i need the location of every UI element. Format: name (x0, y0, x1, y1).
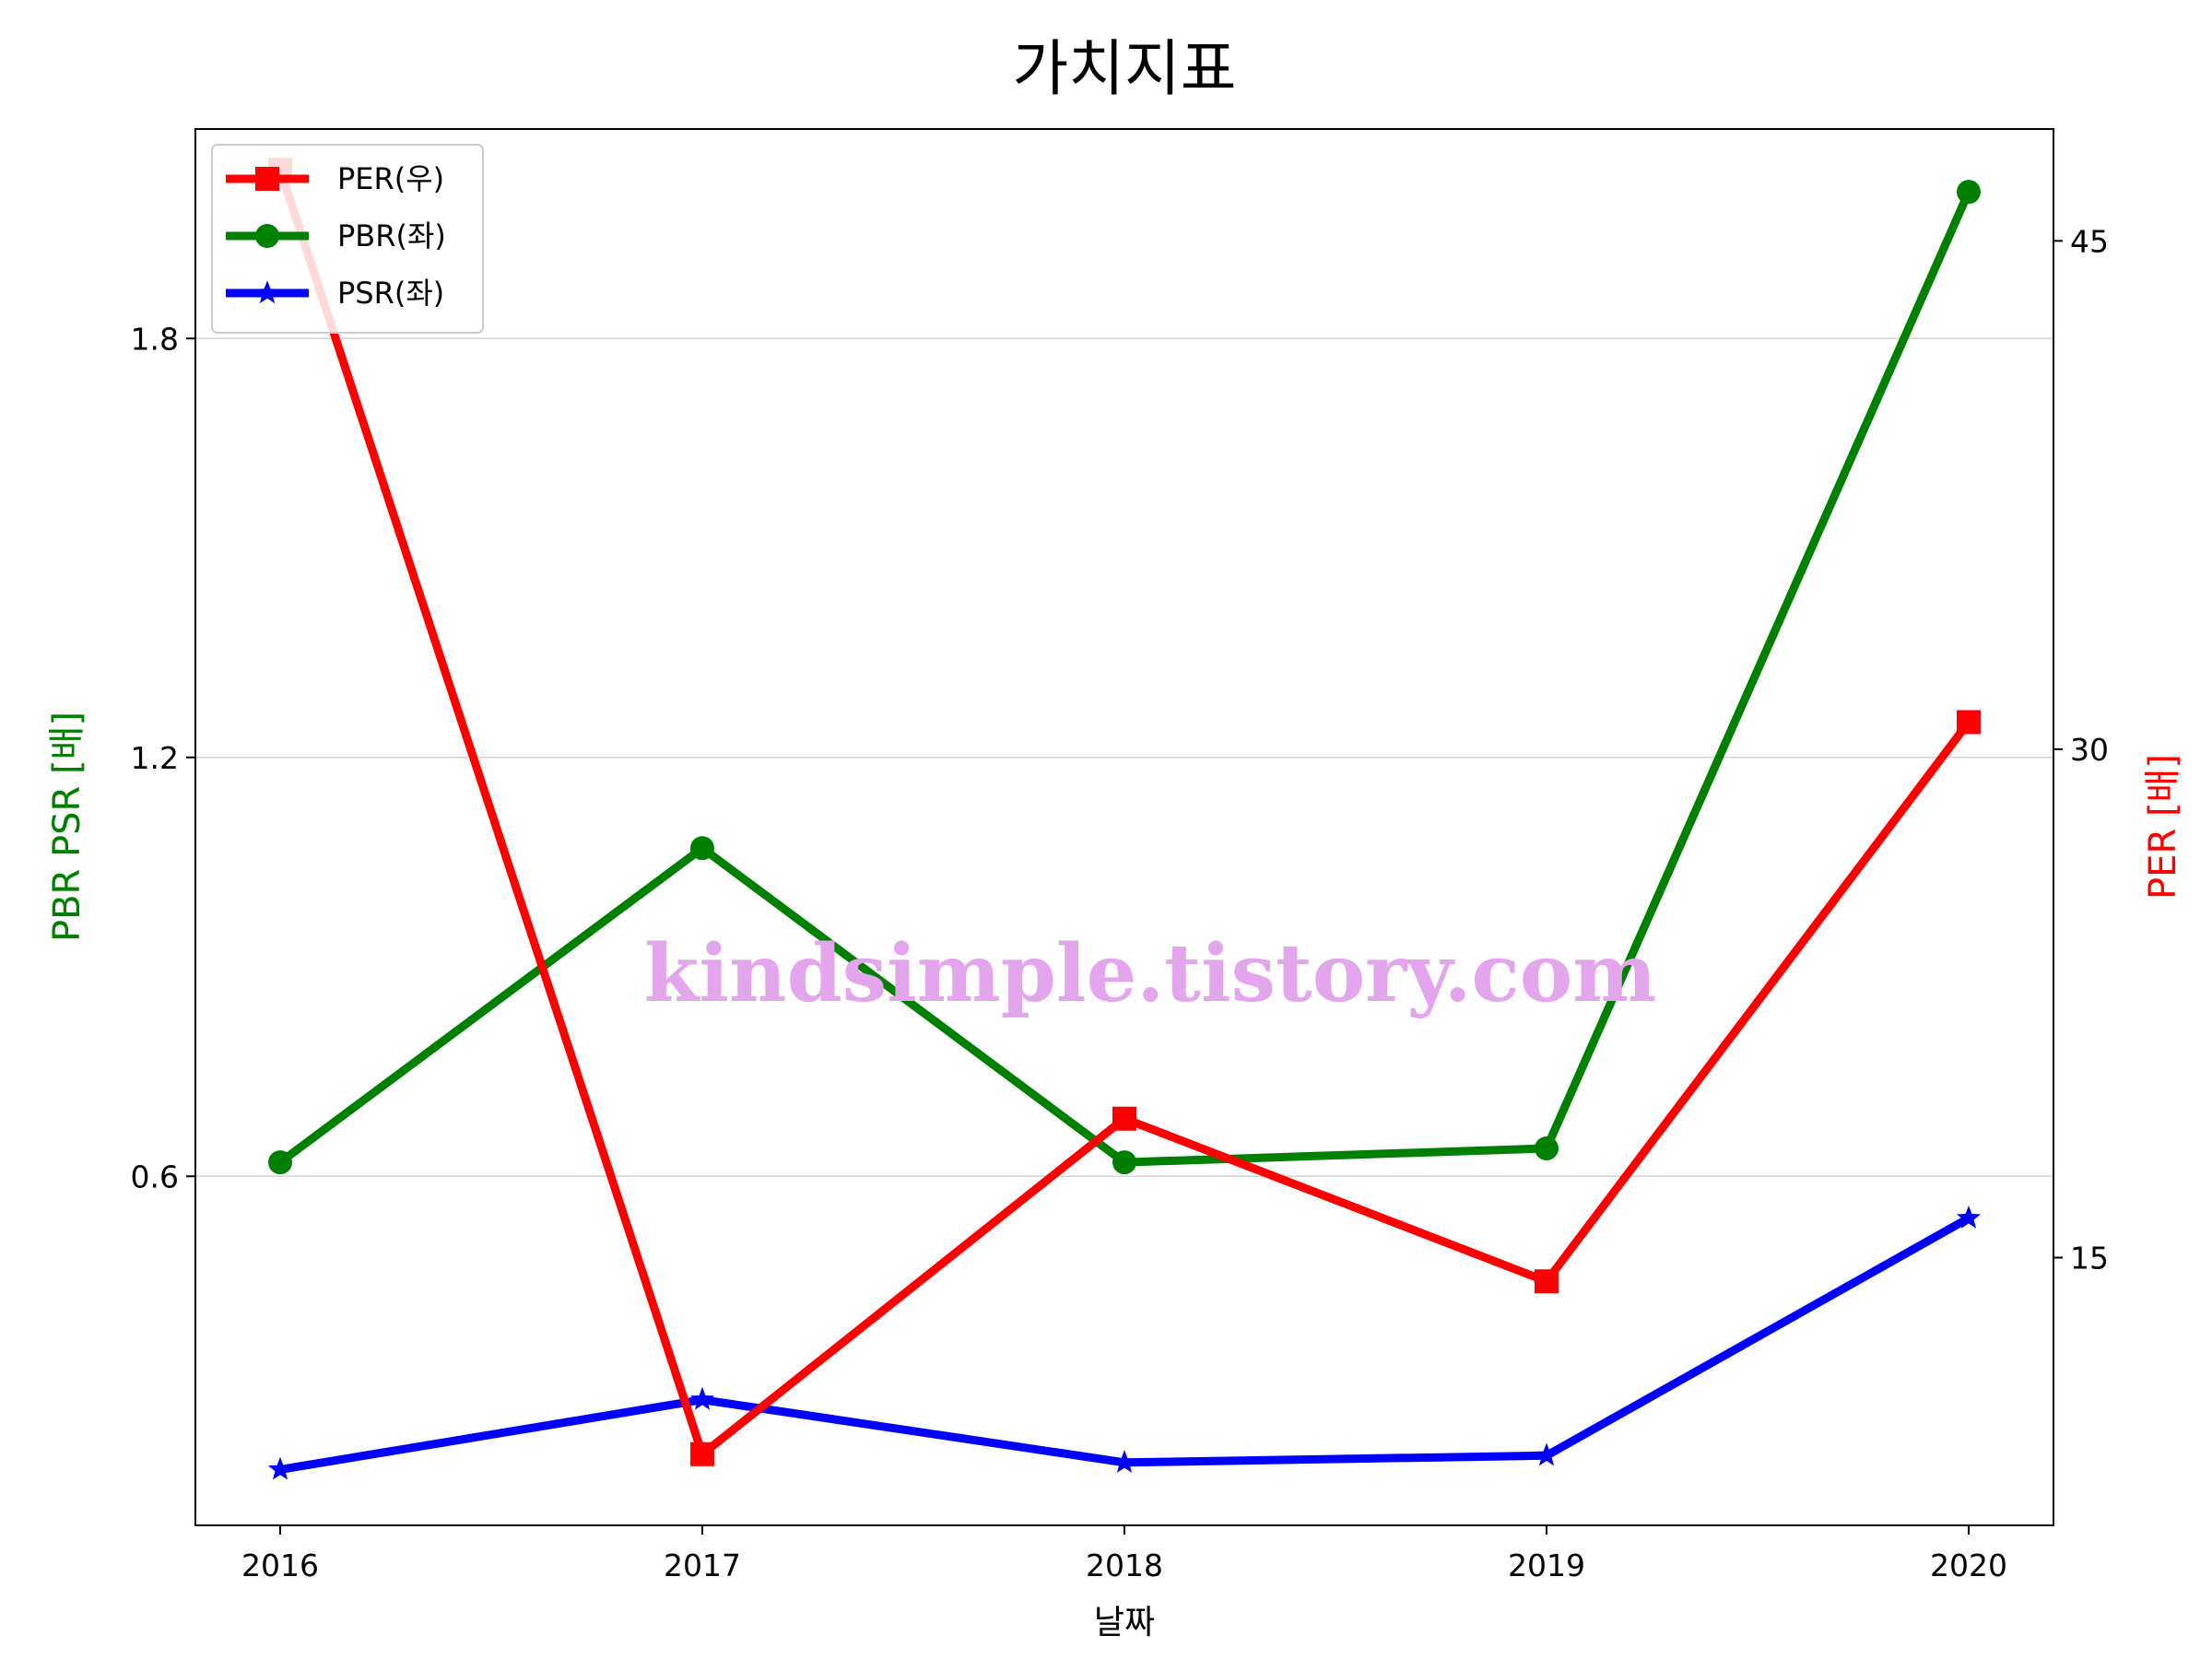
data-point (1112, 1450, 1137, 1473)
legend-marker (254, 280, 280, 304)
legend-label: PBR(좌) (337, 218, 446, 253)
gridlines (195, 337, 2053, 1177)
legend: PER(우) PBR(좌) PSR(좌) (211, 144, 484, 334)
x-tick-label: 2019 (1508, 1547, 1585, 1583)
x-axis: 2016 2017 2018 2019 2020 (241, 1525, 2007, 1583)
y-axis-right: 15 30 45 (2053, 223, 2109, 1277)
data-point (1957, 180, 1981, 205)
legend-marker (255, 167, 279, 191)
x-tick-label: 2017 (664, 1547, 741, 1583)
legend-entry: PER(우) (226, 161, 444, 196)
data-point (1534, 1442, 1559, 1466)
data-point (267, 1456, 293, 1480)
y-right-tick-label: 15 (2070, 1241, 2109, 1277)
y-right-tick-label: 30 (2070, 732, 2109, 768)
y-left-tick-label: 0.6 (131, 1159, 179, 1194)
y-axis-left-label: PBR PSR [배] (46, 712, 88, 942)
x-tick-label: 2018 (1086, 1547, 1163, 1583)
series-lines (267, 158, 1982, 1480)
data-point (1535, 1269, 1559, 1294)
series-PBR(좌) (268, 180, 1981, 1175)
y-axis-left: 0.6 1.2 1.8 (131, 321, 195, 1194)
series-line (276, 168, 1972, 1459)
x-axis-label: 날짜 (1094, 1604, 1155, 1641)
watermark: kindsimple.tistory.com (644, 927, 1656, 1020)
series-line (279, 1214, 1971, 1474)
legend-marker (255, 224, 279, 248)
data-point (690, 836, 714, 861)
data-point (1956, 1205, 1982, 1229)
legend-entry: PBR(좌) (226, 218, 446, 253)
data-point (1535, 1135, 1559, 1160)
x-tick-label: 2020 (1930, 1547, 2007, 1583)
data-point (690, 1441, 714, 1466)
data-point (1112, 1106, 1136, 1131)
y-left-tick-label: 1.2 (131, 740, 179, 776)
legend-label: PSR(좌) (337, 276, 444, 311)
legend-box (211, 144, 484, 334)
y-axis-right-label: PER [배] (2142, 754, 2184, 900)
data-point (689, 1386, 715, 1410)
legend-label: PER(우) (337, 161, 444, 196)
data-point (268, 1150, 292, 1175)
y-left-tick-label: 1.8 (131, 321, 179, 357)
legend-entry: PSR(좌) (226, 276, 444, 311)
y-right-tick-label: 45 (2070, 223, 2109, 259)
series-PER(우) (268, 158, 1981, 1466)
series-PSR(좌) (267, 1205, 1982, 1480)
data-point (1957, 710, 1981, 735)
x-tick-label: 2016 (241, 1547, 319, 1583)
data-point (1112, 1150, 1136, 1175)
chart-title: 가치지표 (1013, 33, 1237, 104)
